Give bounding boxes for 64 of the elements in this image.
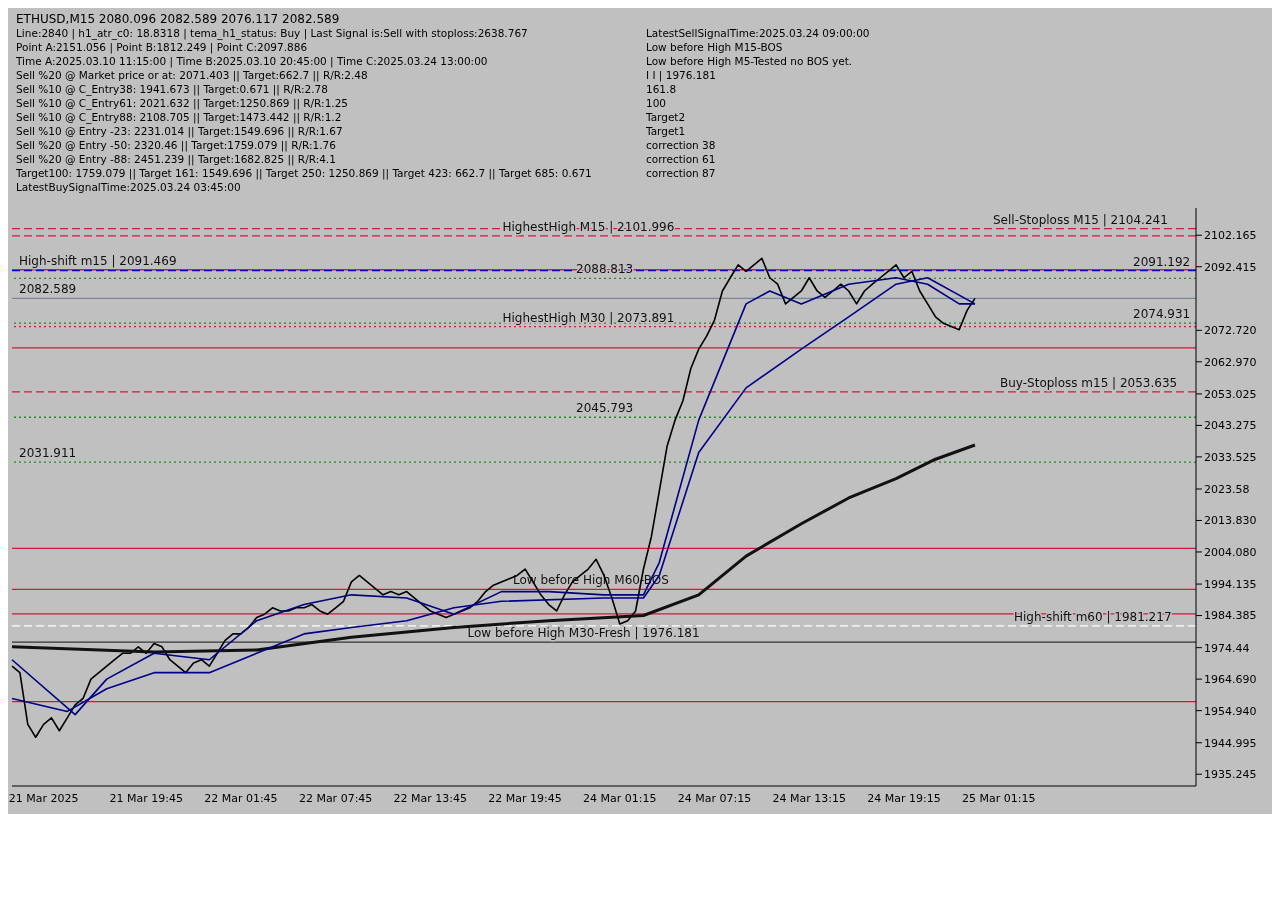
text: LatestBuySignalTime:2025.03.24 03:45:00 [16,180,242,194]
text: I I | 1976.181 [646,68,717,82]
ref-line-label: 2082.589 [19,282,77,297]
text: Sell %10 @ C_Entry88: 2108.705 || Target:1473.442 || R/R:1.2 [16,110,343,124]
y-tick-label: 2062.970 [1204,355,1257,369]
ref-line-label: 2031.911 [19,446,77,461]
x-tick-label: 22 Mar 07:45 [298,791,373,805]
text: Low before High M5-Tested no BOS yet. [646,54,854,68]
y-tick-label: 2043.275 [1204,419,1257,433]
x-tick-label: 25 Mar 01:15 [961,791,1036,805]
text: Sell %20 @ Market price or at: 2071.403 || Target:662.7 || R/R:2.48 [16,68,369,82]
y-tick-label: 1935.245 [1204,768,1257,782]
text: Sell %10 @ C_Entry61: 2021.632 || Target:1250.869 || R/R:1.25 [16,96,349,110]
ref-line-label: 2045.793 [576,401,634,416]
y-tick-label: 1984.385 [1204,609,1257,623]
line-series [10,443,977,654]
y-tick-label: 2004.080 [1204,545,1257,559]
ref-line-label: HighestHigh M30 | 2073.891 [502,310,675,325]
ref-line-label: 2091.192 [1133,254,1191,269]
y-tick-label: 1944.995 [1204,736,1257,750]
text: Sell %20 @ Entry -50: 2320.46 || Target:1759.079 || R/R:1.76 [16,138,337,152]
ref-line-label: 2074.931 [1133,307,1191,322]
x-tick-label: 24 Mar 13:15 [772,791,846,805]
x-tick-label: 22 Mar 13:45 [393,791,468,805]
ref-line-label: Buy-Stoploss m15 | 2053.635 [1000,375,1178,390]
x-tick-label: 22 Mar 01:45 [204,791,278,805]
x-tick-label: 24 Mar 19:15 [867,791,941,805]
text: LatestSellSignalTime:2025.03.24 09:00:00 [646,26,871,40]
text: Target100: 1759.079 || Target 161: 1549.696 || Target 250: 1250.869 || Target 423: 662.7 || Target 685: 0.671 [16,166,593,180]
y-tick-label: 1994.135 [1204,577,1257,591]
x-tick-label: 21 Mar 2025 [8,791,79,805]
ref-line-label: Low before High M30-Fresh | 1976.181 [467,626,700,641]
ref-line-label: High-shift m60 | 1981.217 [1014,609,1172,624]
text: Target2 [646,110,687,124]
y-tick-label: 1964.690 [1204,673,1257,687]
text: 161.8 [646,82,678,96]
ref-line-label: Sell-Stoploss M15 | 2104.241 [993,212,1168,227]
x-tick-label: 21 Mar 19:45 [109,791,183,805]
chart-title: ETHUSD,M15 2080.096 2082.589 2076.117 2082.589 [15,12,341,26]
y-tick-label: 2092.415 [1204,260,1257,274]
text: Sell %20 @ Entry -88: 2451.239 || Target:1682.825 || R/R:4.1 [16,152,337,166]
text: Low before High M15-BOS [646,40,784,54]
text: correction 61 [646,152,717,166]
x-tick-label: 22 Mar 19:45 [488,791,562,805]
y-tick-label: 2053.025 [1204,387,1257,401]
y-tick-label: 2033.525 [1204,450,1257,464]
y-tick-label: 1954.940 [1204,704,1257,718]
y-tick-label: 2102.165 [1204,229,1257,243]
ref-line-label: High-shift m15 | 2091.469 [19,253,177,268]
y-tick-label: 2072.720 [1204,324,1257,338]
text: Target1 [646,124,687,138]
text: correction 38 [646,138,717,152]
x-tick-label: 24 Mar 07:15 [677,791,752,805]
text: Point A:2151.056 | Point B:1812.249 | Point C:2097.886 [16,40,309,54]
y-tick-label: 2023.58 [1204,482,1250,496]
y-tick-label: 2013.830 [1204,514,1257,528]
text: Sell %10 @ Entry -23: 2231.014 || Target:1549.696 || R/R:1.67 [16,124,344,138]
text: correction 87 [646,166,717,180]
y-tick-label: 1974.44 [1204,641,1250,655]
text: Line:2840 | h1_atr_c0: 18.8318 | tema_h1_status: Buy | Last Signal is:Sell with stoploss:2638.767 [16,26,529,40]
text: Time A:2025.03.10 11:15:00 | Time B:2025.03.10 20:45:00 | Time C:2025.03.24 13:00:00 [16,54,489,68]
x-tick-label: 24 Mar 01:15 [583,791,657,805]
text: Sell %10 @ C_Entry38: 1941.673 || Target:0.671 || R/R:2.78 [16,82,329,96]
text: 100 [646,96,668,110]
